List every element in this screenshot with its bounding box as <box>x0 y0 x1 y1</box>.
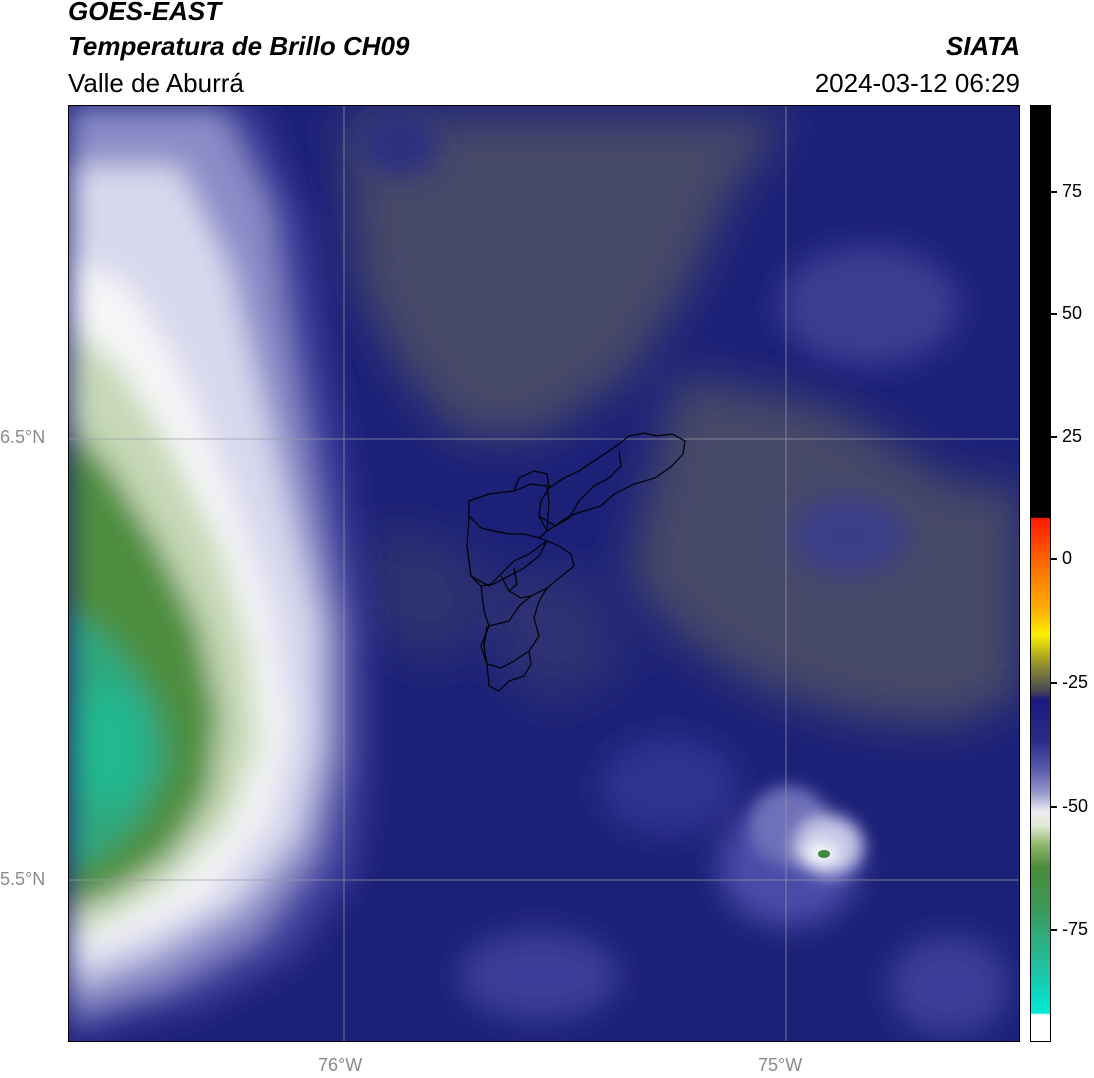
lat-label-6-5: 6.5°N <box>0 427 46 447</box>
satellite-title: GOES-EAST <box>68 0 222 26</box>
institution-label: SIATA <box>945 31 1020 61</box>
lon-label-75w: 75°W <box>758 1055 803 1075</box>
colorbar-tick-neg25 <box>1051 682 1057 684</box>
colorbar-tick-neg50 <box>1051 806 1057 808</box>
colorbar-label-neg75: -75 <box>1062 919 1089 939</box>
lon-label-76w: 76°W <box>318 1055 363 1075</box>
lat-label-5-5: 5.5°N <box>0 869 46 889</box>
colorbar-label-0: 0 <box>1062 548 1073 568</box>
gridlines <box>69 106 1019 1041</box>
colorbar-tick-0 <box>1051 558 1057 560</box>
cold-spot <box>818 850 830 858</box>
colorbar-label-75: 75 <box>1062 181 1083 201</box>
western-cloud-band <box>69 106 369 1041</box>
colorbar-label-25: 25 <box>1062 426 1083 446</box>
temperature-colorbar <box>1030 105 1051 1042</box>
colorbar-label-neg50: -50 <box>1062 796 1089 816</box>
map-canvas <box>69 106 1019 1041</box>
colorbar-label-50: 50 <box>1062 303 1083 323</box>
colorbar-tick-25 <box>1051 436 1057 438</box>
colorbar-tick-50 <box>1051 313 1057 315</box>
brightness-temperature-map <box>68 105 1020 1042</box>
product-title: Temperatura de Brillo CH09 <box>68 31 410 61</box>
datetime-label: 2024-03-12 06:29 <box>814 68 1020 98</box>
region-subtitle: Valle de Aburrá <box>68 68 244 98</box>
aburra-valley-boundaries <box>466 432 686 692</box>
colorbar-label-neg25: -25 <box>1062 672 1089 692</box>
colorbar-tick-75 <box>1051 191 1057 193</box>
colorbar-tick-neg75 <box>1051 929 1057 931</box>
